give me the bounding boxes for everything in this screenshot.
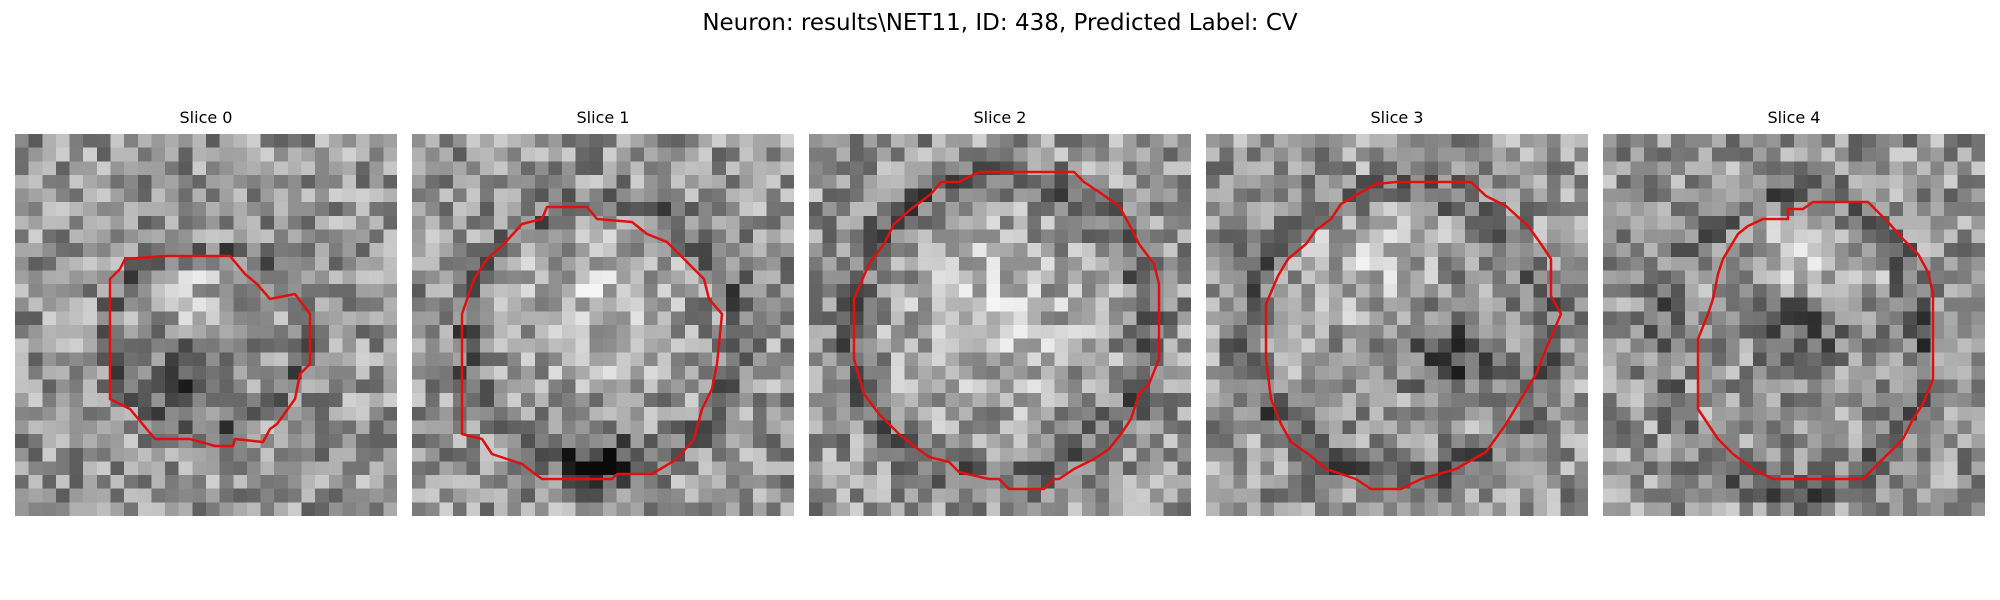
- slice-overlay-1: [460, 205, 724, 481]
- slice-title-3: Slice 3: [1370, 108, 1424, 127]
- slice-title-1: Slice 1: [576, 108, 630, 127]
- figure-title: Neuron: results\NET11, ID: 438, Predicte…: [702, 10, 1298, 36]
- slice-overlay-3: [1264, 180, 1563, 491]
- slice-pixels-4: [1603, 134, 1985, 516]
- slice-pixels-1: [412, 134, 794, 516]
- segmentation-contour-3: [1264, 180, 1563, 491]
- slice-image-1: [412, 134, 794, 516]
- slice-title-4: Slice 4: [1767, 108, 1821, 127]
- slice-image-3: [1206, 134, 1588, 516]
- slice-overlay-2: [852, 170, 1161, 491]
- slice-overlay-4: [1696, 200, 1935, 481]
- segmentation-contour-4: [1696, 200, 1935, 481]
- slice-pixels-3: [1206, 134, 1588, 516]
- slice-title-0: Slice 0: [179, 108, 233, 127]
- slice-pixels-2: [809, 134, 1191, 516]
- segmentation-contour-1: [460, 205, 724, 481]
- slice-image-2: [809, 134, 1191, 516]
- slice-overlay-0: [108, 254, 312, 448]
- slice-pixels-0: [15, 134, 397, 516]
- segmentation-contour-0: [108, 254, 312, 448]
- segmentation-contour-2: [852, 170, 1161, 491]
- slice-title-2: Slice 2: [973, 108, 1027, 127]
- slice-image-0: [15, 134, 397, 516]
- slice-image-4: [1603, 134, 1985, 516]
